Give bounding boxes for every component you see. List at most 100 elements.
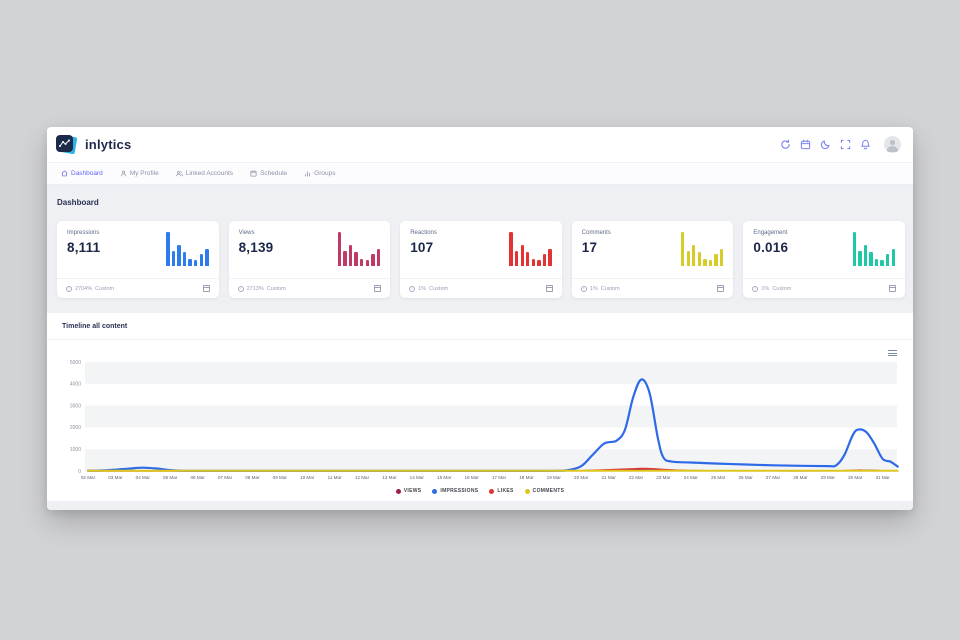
svg-text:03 Mar: 03 Mar [108, 475, 123, 480]
bar-chart-icon [305, 171, 311, 177]
person-icon [886, 139, 899, 152]
svg-text:10 Mar: 10 Mar [300, 475, 315, 480]
nav-item-dashboard[interactable]: Dashboard [61, 170, 103, 177]
svg-text:31 Mar: 31 Mar [875, 475, 890, 480]
legend-item-views[interactable]: VIEWS [395, 488, 422, 494]
stat-card-views: Views 8,139 2713% Custom [228, 221, 391, 298]
legend-dot [489, 488, 495, 494]
stat-card-value: 17 [581, 240, 598, 255]
calendar-icon[interactable] [888, 285, 896, 292]
legend-label: IMPRESSIONS [440, 488, 479, 494]
inlytics-logo-icon[interactable] [56, 134, 78, 155]
svg-text:3000: 3000 [70, 403, 81, 409]
stat-card-change: 2713% [246, 285, 264, 292]
bell-icon[interactable] [860, 139, 871, 150]
chart-menu-icon[interactable] [888, 350, 897, 358]
stat-card-label: Views [238, 230, 255, 236]
svg-text:09 Mar: 09 Mar [273, 475, 288, 480]
legend-dot [395, 488, 401, 494]
mini-bar-chart [332, 230, 381, 266]
svg-text:2000: 2000 [70, 425, 81, 431]
legend-item-impressions[interactable]: IMPRESSIONS [432, 488, 478, 494]
nav-label: Linked Accounts [185, 170, 234, 177]
legend-label: COMMENTS [532, 488, 565, 494]
svg-text:21 Mar: 21 Mar [601, 475, 616, 480]
stat-card-range: Custom [600, 285, 620, 292]
svg-text:27 Mar: 27 Mar [766, 475, 781, 480]
legend-label: VIEWS [403, 488, 422, 494]
svg-text:1000: 1000 [70, 447, 81, 453]
calendar-icon[interactable] [202, 285, 210, 292]
nav-item-schedule[interactable]: Schedule [250, 170, 287, 177]
svg-text:20 Mar: 20 Mar [574, 475, 589, 480]
svg-text:26 Mar: 26 Mar [738, 475, 753, 480]
svg-text:17 Mar: 17 Mar [492, 475, 507, 480]
calendar-icon[interactable] [374, 285, 382, 292]
stat-card-label: Comments [581, 230, 611, 236]
svg-text:22 Mar: 22 Mar [629, 475, 644, 480]
svg-text:11 Mar: 11 Mar [328, 475, 342, 480]
nav-item-my-profile[interactable]: My Profile [120, 170, 159, 177]
stat-card-value: 0.016 [753, 240, 789, 255]
logo-chart-glyph [59, 139, 70, 147]
svg-text:24 Mar: 24 Mar [684, 475, 699, 480]
nav-label: Dashboard [71, 170, 103, 177]
app-window: inlytics [47, 127, 913, 510]
user-avatar[interactable] [884, 136, 901, 153]
svg-text:29 Mar: 29 Mar [821, 475, 836, 480]
nav-label: Schedule [260, 170, 288, 177]
change-up-icon [66, 285, 72, 292]
stat-card-change: 2704% [75, 285, 93, 292]
fullscreen-icon[interactable] [840, 139, 851, 150]
home-icon [61, 170, 68, 177]
stat-card-range: Custom [95, 285, 115, 292]
svg-text:16 Mar: 16 Mar [464, 475, 479, 480]
timeline-chart: 0 1000 2000 3000 4000 5000 02 Mar 03 Mar 04 Mar 0… [47, 340, 913, 482]
change-up-icon [752, 285, 759, 292]
stat-card-change: 1% [418, 285, 427, 292]
svg-text:04 Mar: 04 Mar [136, 475, 151, 480]
stat-cards-row: Impressions 8,111 2704% Custom [47, 207, 913, 298]
mini-bar-chart [675, 230, 724, 266]
svg-text:5000: 5000 [70, 360, 81, 366]
stat-card-comments: Comments 17 1% Custom [571, 221, 734, 298]
mini-bar-chart [504, 230, 552, 266]
stat-card-engagement: Engagement 0.016 1% Custom [743, 221, 905, 298]
change-up-icon [409, 285, 416, 292]
stat-card-impressions: Impressions 8,111 2704% Custom [57, 221, 219, 298]
refresh-icon[interactable] [780, 139, 791, 150]
user-icon [120, 170, 127, 177]
page-title: Dashboard [57, 198, 99, 207]
nav-label: Groups [314, 170, 336, 177]
moon-icon[interactable] [820, 139, 831, 150]
legend-item-likes[interactable]: LIKES [489, 488, 513, 494]
nav-item-linked-accounts[interactable]: Linked Accounts [175, 170, 234, 177]
stat-card-range: Custom [429, 285, 449, 292]
svg-text:07 Mar: 07 Mar [218, 475, 233, 480]
nav-item-groups[interactable]: Groups [304, 170, 336, 177]
calendar-icon[interactable] [545, 285, 553, 292]
legend-dot [524, 488, 530, 494]
svg-text:28 Mar: 28 Mar [793, 475, 808, 480]
svg-text:18 Mar: 18 Mar [519, 475, 534, 480]
legend-dot [432, 488, 438, 494]
calendar-icon[interactable] [800, 139, 811, 150]
stat-card-value: 8,139 [238, 240, 274, 255]
calendar-icon [250, 170, 257, 177]
timeline-panel: Timeline all content 0 1000 2000 3000 4000 50… [47, 313, 913, 501]
stat-card-range: Custom [772, 285, 792, 292]
stat-card-change: 1% [761, 285, 770, 292]
chart-legend: VIEWS IMPRESSIONS LIKES COMMENTS [47, 482, 913, 500]
svg-text:02 Mar: 02 Mar [81, 475, 96, 480]
stat-card-value: 8,111 [67, 240, 101, 255]
svg-text:06 Mar: 06 Mar [190, 475, 205, 480]
svg-text:30 Mar: 30 Mar [848, 475, 863, 480]
nav-label: My Profile [129, 170, 159, 177]
mini-bar-chart [847, 230, 895, 266]
svg-text:23 Mar: 23 Mar [656, 475, 671, 480]
svg-text:4000: 4000 [70, 382, 81, 388]
svg-text:05 Mar: 05 Mar [163, 475, 178, 480]
legend-item-comments[interactable]: COMMENTS [524, 488, 565, 494]
stat-card-change: 1% [589, 285, 598, 292]
calendar-icon[interactable] [717, 285, 725, 292]
